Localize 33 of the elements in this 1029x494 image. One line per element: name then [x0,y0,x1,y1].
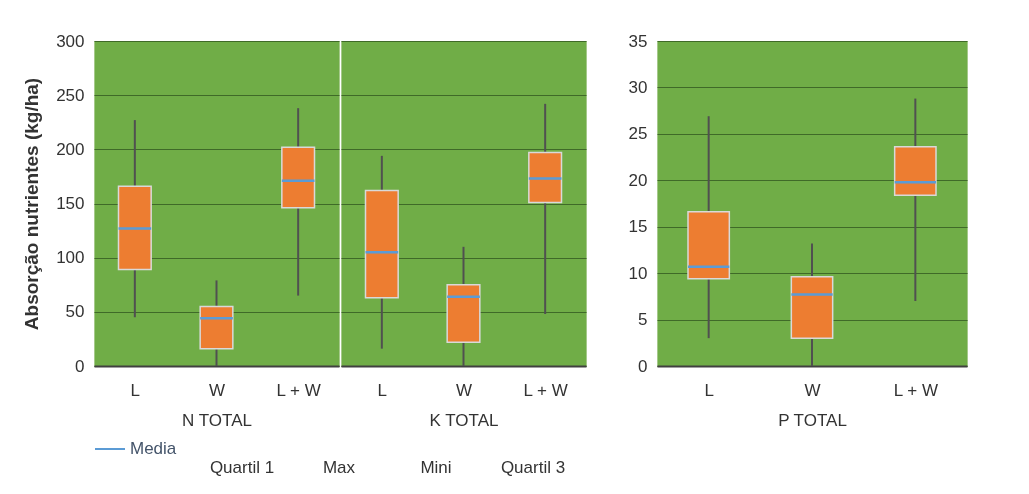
text: Quartil 1 [209,458,275,478]
x-tick-label: L + W [893,380,938,400]
y-tick-label: 300 [56,31,85,51]
text: Quartil 3 [500,458,566,478]
y-tick-label: 35 [628,31,648,51]
text: Mini [420,458,452,478]
y-tick-label: 100 [56,248,85,268]
text: Media [130,439,177,458]
y-tick-label: 150 [56,194,85,213]
x-axis-title: K TOTAL [429,410,499,430]
y-tick-label: 50 [65,302,85,322]
x-axis-title: N TOTAL [182,410,252,430]
text: Max [322,458,356,478]
y-tick-label: 200 [56,139,85,159]
y-tick-label: 250 [56,85,85,105]
x-tick-label: L + W [276,380,321,400]
x-tick-label: L [130,380,141,400]
x-tick-label: W [804,380,821,400]
y-tick-label: 15 [628,217,648,237]
x-axis-title: P TOTAL [778,410,847,430]
y-tick-label: 30 [628,77,648,97]
y-tick-label: 0 [75,356,85,376]
x-tick-label: W [455,380,473,400]
y-tick-label: 20 [628,170,648,190]
x-tick-label: L [704,380,714,400]
x-tick-label: L [377,380,388,400]
y-axis-title: Absorção nutrientes (kg/ha) [21,77,43,331]
x-tick-label: L + W [523,380,568,400]
y-tick-label: 5 [638,310,648,330]
x-tick-label: W [208,380,226,400]
y-tick-label: 25 [628,124,648,144]
y-tick-label: 0 [638,356,648,376]
y-tick-label: 10 [628,263,648,283]
